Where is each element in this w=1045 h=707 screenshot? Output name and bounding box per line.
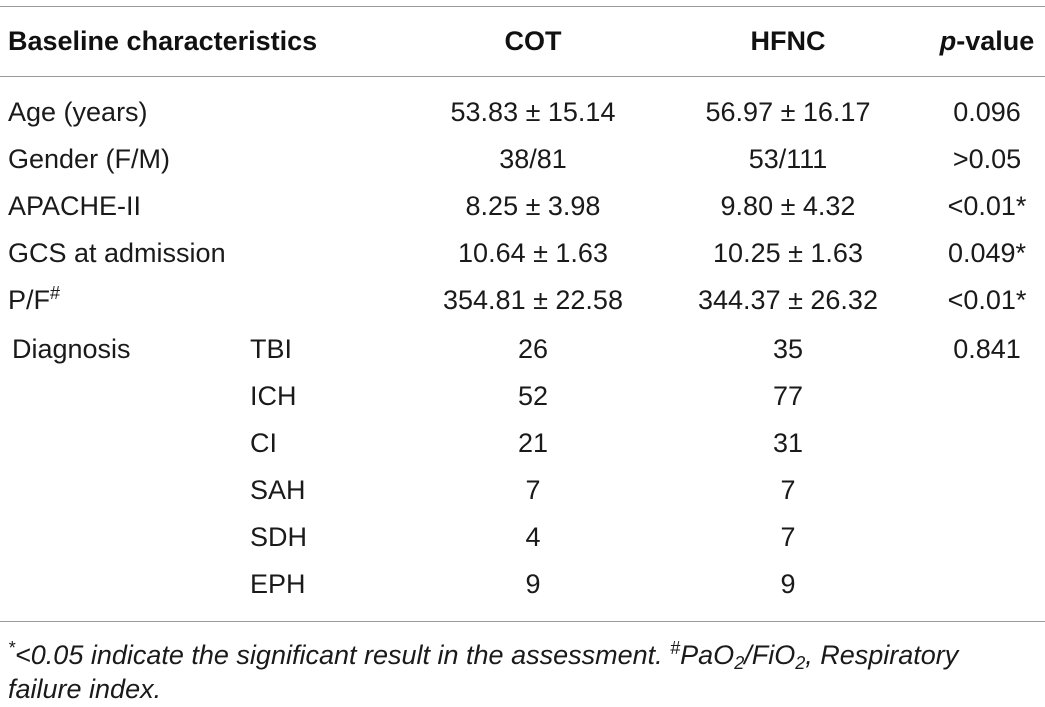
footnote-sub2: 2 [795,653,806,673]
row-label-text: P/F [8,285,51,315]
diagnosis-hfnc: 7 [780,522,796,552]
footnote-pao: PaO [680,640,735,670]
footnote-fio: /FiO [744,640,796,670]
row-label: Gender (F/M) [8,144,171,174]
footnote-part2: , Respiratory failure index. [8,640,959,704]
diagnosis-cot: 21 [517,428,549,458]
row-hfnc: 9.80 ± 4.32 [720,191,856,221]
header-p-rest: -value [956,26,1035,56]
diagnosis-hfnc: 9 [780,569,796,599]
header-rule [0,76,1045,77]
footnote-sub1: 2 [734,653,745,673]
row-cot: 53.83 ± 15.14 [450,97,616,127]
diagnosis-name: EPH [250,569,306,599]
diagnosis-hfnc: 7 [780,475,796,505]
diagnosis-cot: 9 [525,569,541,599]
row-hfnc: 56.97 ± 16.17 [705,97,871,127]
diagnosis-name: CI [250,428,277,458]
diagnosis-label: Diagnosis [12,334,131,364]
row-cot: 354.81 ± 22.58 [443,285,623,315]
row-p: >0.05 [952,144,1022,174]
row-hfnc: 10.25 ± 1.63 [713,238,863,268]
row-label: APACHE-II [8,191,142,221]
row-p: <0.01* [947,285,1027,315]
row-p: 0.049* [947,238,1027,268]
diagnosis-cot: 26 [517,334,549,364]
header-cot: COT [504,26,562,56]
diagnosis-cot: 52 [517,381,549,411]
row-cot: 10.64 ± 1.63 [458,238,608,268]
diagnosis-cot: 4 [525,522,541,552]
diagnosis-p: 0.841 [953,334,1021,364]
diagnosis-hfnc: 31 [772,428,804,458]
top-rule [0,6,1045,7]
diagnosis-name: SDH [250,522,308,552]
diagnosis-name: ICH [250,381,297,411]
row-p: 0.096 [953,97,1021,127]
footnote-hash: # [670,638,681,658]
row-label-sup: # [50,283,61,303]
row-hfnc: 53/111 [748,144,828,174]
table-footnote: *<0.05 indicate the significant result i… [8,638,1038,706]
header-hfnc: HFNC [750,26,826,56]
row-cot: 8.25 ± 3.98 [465,191,601,221]
row-hfnc: 344.37 ± 26.32 [698,285,878,315]
diagnosis-cot: 7 [525,475,541,505]
header-p-italic: p [939,26,957,56]
footnote-part1: <0.05 indicate the significant result in… [15,640,671,670]
header-characteristics: Baseline characteristics [8,26,318,56]
row-p: <0.01* [947,191,1027,221]
row-label: Age (years) [8,97,148,127]
bottom-rule [0,621,1045,622]
footnote-star: * [8,638,16,658]
row-label: P/F# [8,284,60,316]
row-label: GCS at admission [8,238,226,268]
diagnosis-hfnc: 77 [772,381,804,411]
row-cot: 38/81 [499,144,567,174]
diagnosis-hfnc: 35 [772,334,804,364]
diagnosis-name: SAH [250,475,306,505]
diagnosis-name: TBI [250,334,293,364]
header-p-value: p-value [912,25,1045,57]
